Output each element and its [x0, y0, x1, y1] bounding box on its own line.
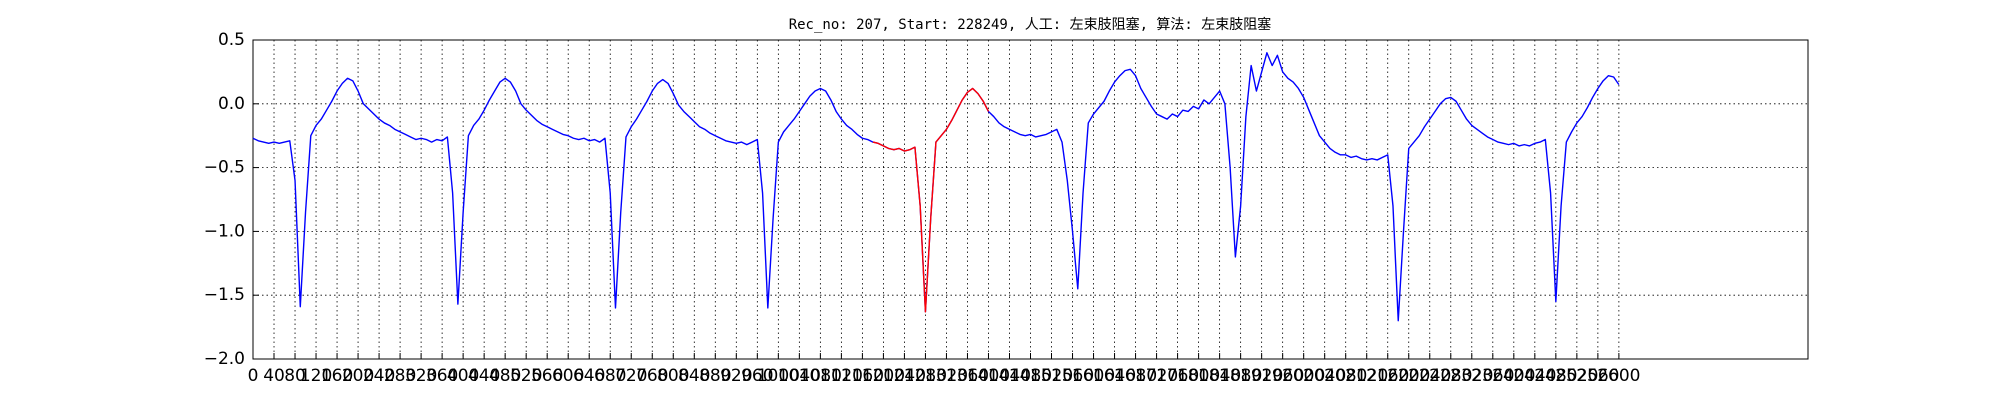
y-tick-label: −2.0	[204, 349, 245, 369]
x-tick-label: 920	[720, 366, 752, 386]
x-tick-label: 1120	[820, 366, 863, 386]
x-tick-label: 2120	[1345, 366, 1388, 386]
x-tick-label: 1200	[862, 366, 905, 386]
chart-title: Rec_no: 207, Start: 228249, 人工: 左束肢阻塞, 算…	[789, 16, 1272, 33]
y-tick-label: −1.5	[204, 285, 245, 305]
x-tick-label: 2520	[1555, 366, 1598, 386]
x-tick-label: 2440	[1513, 366, 1556, 386]
x-tick-label: 1680	[1114, 366, 1157, 386]
data-line	[252, 52, 1620, 322]
x-tick-label: 2000	[1282, 366, 1325, 386]
x-tick-label: 2360	[1471, 366, 1514, 386]
x-tick-label: 200	[342, 366, 374, 386]
x-tick-label: 1440	[988, 366, 1031, 386]
x-tick-label: 2280	[1429, 366, 1472, 386]
x-tick-label: 1360	[946, 366, 989, 386]
x-tick-label: 480	[489, 366, 521, 386]
data-line	[872, 87, 990, 313]
x-tick-label: 1800	[1177, 366, 1220, 386]
x-tick-label: 1840	[1198, 366, 1241, 386]
x-tick-label: 40	[263, 366, 285, 386]
x-tick-label: 160	[321, 366, 353, 386]
x-tick-label: 2400	[1492, 366, 1535, 386]
x-tick-label: 800	[657, 366, 689, 386]
x-tick-label: 1520	[1030, 366, 1073, 386]
x-tick-label: 1320	[925, 366, 968, 386]
x-tick-label: 440	[468, 366, 500, 386]
x-tick-label: 520	[510, 366, 542, 386]
x-tick-label: 1400	[967, 366, 1010, 386]
x-tick-label: 320	[405, 366, 437, 386]
x-tick-label: 680	[594, 366, 626, 386]
x-tick-label: 2560	[1576, 366, 1619, 386]
x-tick-label: 1760	[1156, 366, 1199, 386]
x-tick-label: 2160	[1366, 366, 1409, 386]
x-tick-label: 1240	[883, 366, 926, 386]
y-tick-label: 0.5	[218, 30, 245, 50]
y-tick-label: 0.0	[218, 94, 245, 114]
x-tick-label: 2080	[1324, 366, 1367, 386]
x-tick-label: 2320	[1450, 366, 1493, 386]
x-tick-label: 0	[248, 366, 259, 386]
x-tick-label: 2600	[1597, 366, 1640, 386]
x-tick-label: 1960	[1261, 366, 1304, 386]
y-tick-label: −1.0	[204, 221, 245, 241]
x-tick-label: 2040	[1303, 366, 1346, 386]
x-tick-label: 2200	[1387, 366, 1430, 386]
x-tick-label: 1880	[1219, 366, 1262, 386]
x-tick-label: 1280	[904, 366, 947, 386]
x-tick-label: 400	[447, 366, 479, 386]
x-tick-label: 2480	[1534, 366, 1577, 386]
x-tick-label: 960	[741, 366, 773, 386]
x-tick-label: 120	[300, 366, 332, 386]
x-tick-label: 1640	[1093, 366, 1136, 386]
x-tick-label: 1000	[757, 366, 800, 386]
x-tick-label: 640	[573, 366, 605, 386]
x-tick-label: 280	[384, 366, 416, 386]
x-tick-label: 1600	[1072, 366, 1115, 386]
x-tick-label: 1080	[799, 366, 842, 386]
x-tick-label: 1920	[1240, 366, 1283, 386]
x-tick-label: 760	[636, 366, 668, 386]
x-tick-label: 80	[284, 366, 306, 386]
x-tick-label: 1480	[1009, 366, 1052, 386]
x-tick-label: 1720	[1135, 366, 1178, 386]
x-tick-label: 600	[552, 366, 584, 386]
y-tick-label: −0.5	[204, 158, 245, 178]
x-tick-label: 360	[426, 366, 458, 386]
x-tick-label: 240	[363, 366, 395, 386]
x-tick-label: 1160	[841, 366, 884, 386]
x-tick-label: 2240	[1408, 366, 1451, 386]
x-tick-label: 1040	[778, 366, 821, 386]
x-tick-label: 720	[615, 366, 647, 386]
plot-frame	[252, 39, 1809, 360]
x-tick-label: 1560	[1051, 366, 1094, 386]
x-tick-label: 840	[678, 366, 710, 386]
x-tick-label: 560	[531, 366, 563, 386]
x-tick-label: 880	[699, 366, 731, 386]
